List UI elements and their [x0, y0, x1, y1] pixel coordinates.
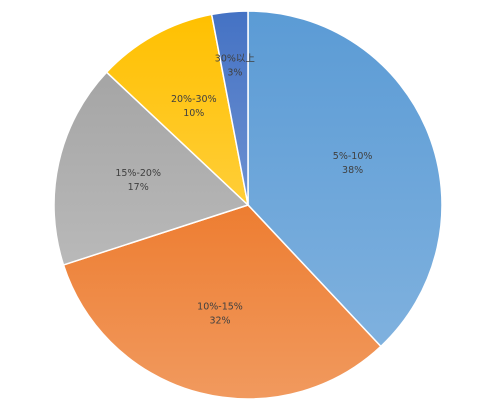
slice-value-label: 3% — [227, 67, 242, 78]
pie-slice — [62, 204, 382, 400]
pie-slice — [210, 10, 249, 206]
slice-category-label: 10%-15% — [197, 301, 243, 312]
slice-category-label: 20%-30% — [171, 94, 217, 105]
slice-value-label: 17% — [128, 182, 149, 193]
slice-category-label: 30%以上 — [215, 53, 256, 64]
slice-category-label: 15%-20% — [115, 168, 161, 179]
pie-slice — [105, 13, 250, 208]
pie-slice — [53, 71, 250, 266]
slice-category-label: 5%-10% — [333, 151, 373, 162]
slice-value-label: 10% — [183, 108, 204, 119]
pie-slice — [247, 10, 443, 348]
slice-value-label: 32% — [209, 315, 230, 326]
slice-value-label: 38% — [342, 165, 363, 176]
